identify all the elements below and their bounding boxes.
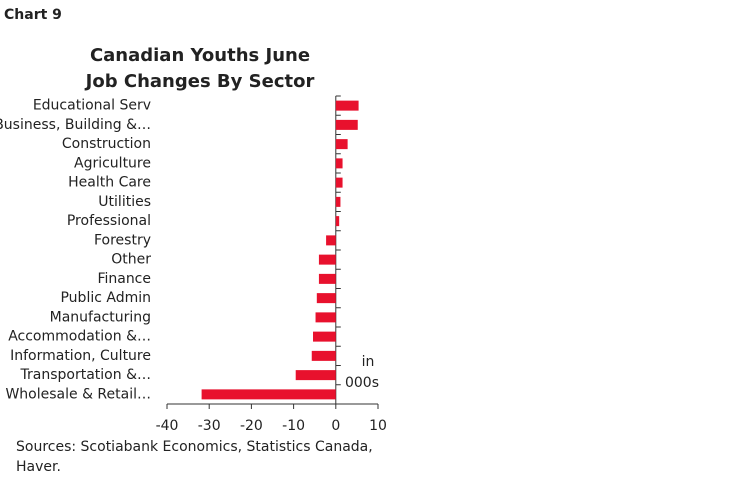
annotation: 000s xyxy=(345,375,379,391)
bar xyxy=(335,158,343,169)
bar xyxy=(335,119,358,130)
bar xyxy=(295,370,336,381)
y-tick-label: Finance xyxy=(97,271,151,287)
y-tick-label: Wholesale & Retail… xyxy=(5,386,151,402)
bar xyxy=(316,293,336,304)
source: Sources: Scotiabank Economics, Statistic… xyxy=(16,439,373,455)
bar xyxy=(313,331,336,342)
y-tick-label: Construction xyxy=(62,136,151,152)
bar xyxy=(201,389,336,400)
bar xyxy=(335,196,341,207)
bar xyxy=(326,235,336,246)
y-tick-label: Professional xyxy=(67,213,151,229)
bar xyxy=(318,273,336,284)
y-tick-label: Transportation &… xyxy=(20,367,151,383)
x-tick-label: -30 xyxy=(198,418,221,434)
x-tick-label: -20 xyxy=(240,418,263,434)
y-tick-label: Forestry xyxy=(94,232,151,248)
bar xyxy=(335,177,343,188)
y-tick-label: Other xyxy=(111,252,151,268)
bar xyxy=(311,350,336,361)
x-tick-label: -10 xyxy=(282,418,305,434)
x-tick-label: -40 xyxy=(156,418,179,434)
x-tick-label: 0 xyxy=(331,418,340,434)
bar xyxy=(335,216,340,227)
bar xyxy=(335,100,359,111)
bar xyxy=(335,139,348,150)
y-tick-label: Information, Culture xyxy=(10,348,151,364)
y-tick-label: Utilities xyxy=(98,194,151,210)
y-tick-label: Business, Building &… xyxy=(0,117,151,133)
chart-label: Chart 9 xyxy=(4,7,62,23)
y-tick-label: Manufacturing xyxy=(50,309,151,325)
y-tick-label: Agriculture xyxy=(74,155,151,171)
source: Haver. xyxy=(16,459,61,475)
bar xyxy=(318,254,336,265)
bar xyxy=(315,312,336,323)
chart-title: Canadian Youths June xyxy=(90,45,310,66)
y-tick-label: Educational Serv xyxy=(33,98,151,114)
y-tick-label: Accommodation &… xyxy=(8,329,151,345)
y-tick-label: Public Admin xyxy=(60,290,151,306)
y-tick-label: Health Care xyxy=(68,175,151,191)
annotation: in xyxy=(362,354,375,370)
x-tick-label: 10 xyxy=(369,418,387,434)
chart-title: Job Changes By Sector xyxy=(84,71,315,92)
